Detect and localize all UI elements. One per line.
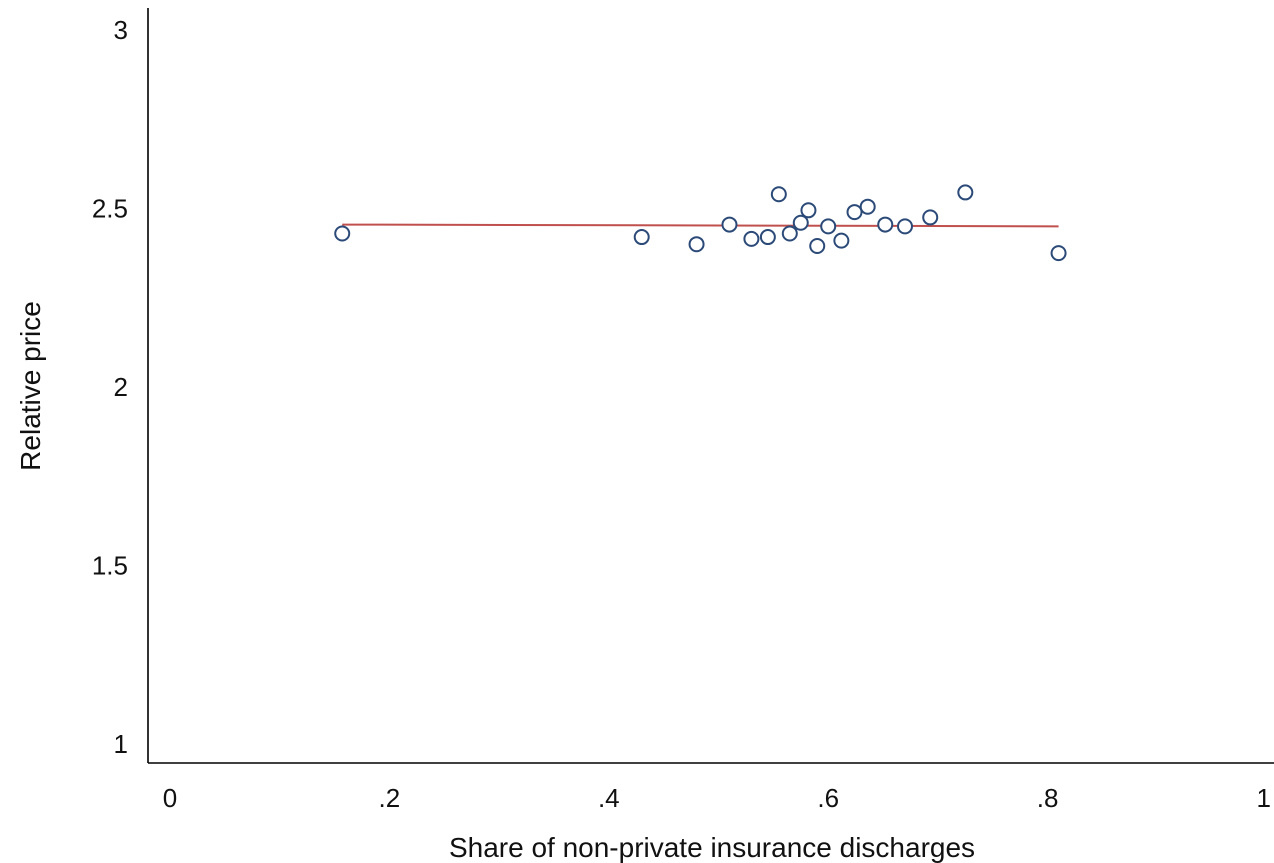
scatter-point <box>759 229 776 246</box>
scatter-point <box>334 225 351 242</box>
x-tick-label: .2 <box>379 783 401 813</box>
scatter-point <box>781 225 798 242</box>
axes <box>147 8 1274 764</box>
x-tick-label: .4 <box>598 783 620 813</box>
y-tick-label: 3 <box>114 15 128 45</box>
scatter-point <box>846 204 863 221</box>
scatter-point <box>792 214 809 231</box>
scatter-point <box>800 202 817 219</box>
scatter-point <box>859 198 876 215</box>
x-tick-label: 0 <box>163 783 177 813</box>
scatter-point <box>633 229 650 246</box>
y-tick-label: 1 <box>114 729 128 759</box>
x-tick-label: .8 <box>1037 783 1059 813</box>
scatter-point <box>688 236 705 253</box>
y-axis-title: Relative price <box>15 301 46 471</box>
y-tick-label: 2.5 <box>92 194 128 224</box>
scatter-point <box>877 216 894 233</box>
x-tick-label: .6 <box>817 783 839 813</box>
data-points <box>334 184 1067 262</box>
scatter-point <box>721 216 738 233</box>
scatter-point <box>743 230 760 247</box>
fit-line-group <box>342 223 1059 228</box>
scatter-point <box>957 184 974 201</box>
scatter-point <box>1050 245 1067 262</box>
scatter-point <box>896 218 913 235</box>
scatter-point <box>809 237 826 254</box>
fit-line <box>342 223 1059 228</box>
x-axis-title: Share of non-private insurance discharge… <box>449 832 975 863</box>
x-tick-label: 1 <box>1257 783 1271 813</box>
scatter-point <box>922 209 939 226</box>
scatter-point <box>820 218 837 235</box>
scatter-point <box>833 232 850 249</box>
y-tick-label: 1.5 <box>92 551 128 581</box>
scatter-point <box>770 186 787 203</box>
y-tick-labels: 1 1.5 2 2.5 3 <box>92 15 128 759</box>
y-tick-label: 2 <box>114 372 128 402</box>
x-tick-labels: 0 .2 .4 .6 .8 1 <box>163 783 1271 813</box>
